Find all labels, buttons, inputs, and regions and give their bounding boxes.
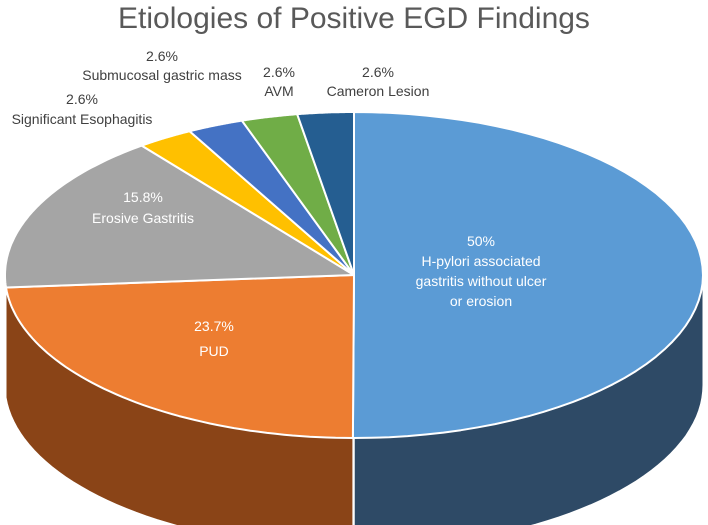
slice-submucosal-gastric-mass bbox=[188, 119, 355, 276]
slice-cameron-lesion bbox=[296, 111, 355, 276]
data-label-line: or erosion bbox=[450, 293, 512, 309]
data-label-line: AVM bbox=[264, 83, 293, 99]
data-label-line: 15.8% bbox=[123, 189, 163, 205]
slice-avm bbox=[240, 113, 355, 276]
data-label-line: gastritis without ulcer bbox=[416, 273, 547, 289]
slice-pud bbox=[5, 274, 355, 439]
data-label-erosive-gastritis: 15.8% Erosive Gastritis bbox=[92, 189, 194, 226]
data-label-pud: 23.7% PUD bbox=[194, 318, 234, 359]
data-label-line: 2.6% bbox=[362, 64, 394, 80]
side-erosive-gastritis bbox=[4, 275, 7, 398]
data-label-line: 2.6% bbox=[146, 48, 178, 64]
data-label-line: 23.7% bbox=[194, 318, 234, 334]
chart-title: Etiologies of Positive EGD Findings bbox=[118, 2, 590, 35]
data-label-significant-esophagitis: 2.6% Significant Esophagitis bbox=[12, 91, 153, 127]
data-label-line: Submucosal gastric mass bbox=[82, 67, 242, 83]
slice-erosive-gastritis bbox=[4, 144, 355, 289]
data-label-line: Cameron Lesion bbox=[327, 83, 430, 99]
data-label-line: 2.6% bbox=[66, 91, 98, 107]
data-label-line: Erosive Gastritis bbox=[92, 210, 194, 226]
data-label-submucosal-gastric-mass: 2.6% Submucosal gastric mass bbox=[82, 48, 242, 83]
slice-significant-esophagitis bbox=[140, 130, 355, 276]
data-label-line: Significant Esophagitis bbox=[12, 111, 153, 127]
data-label-line: 50% bbox=[467, 233, 495, 249]
data-label-h-pylori-associated-gastritis-without-ulcer-or-erosion: 50% H-pylori associated gastritis without … bbox=[416, 233, 547, 309]
data-label-avm: 2.6% AVM bbox=[263, 64, 295, 99]
data-label-line: PUD bbox=[199, 343, 229, 359]
slice-h-pylori-associated-gastritis-without-ulcer-or-erosion bbox=[351, 111, 704, 439]
data-label-line: H-pylori associated bbox=[421, 253, 540, 269]
data-label-line: 2.6% bbox=[263, 64, 295, 80]
data-label-cameron-lesion: 2.6% Cameron Lesion bbox=[327, 64, 430, 99]
